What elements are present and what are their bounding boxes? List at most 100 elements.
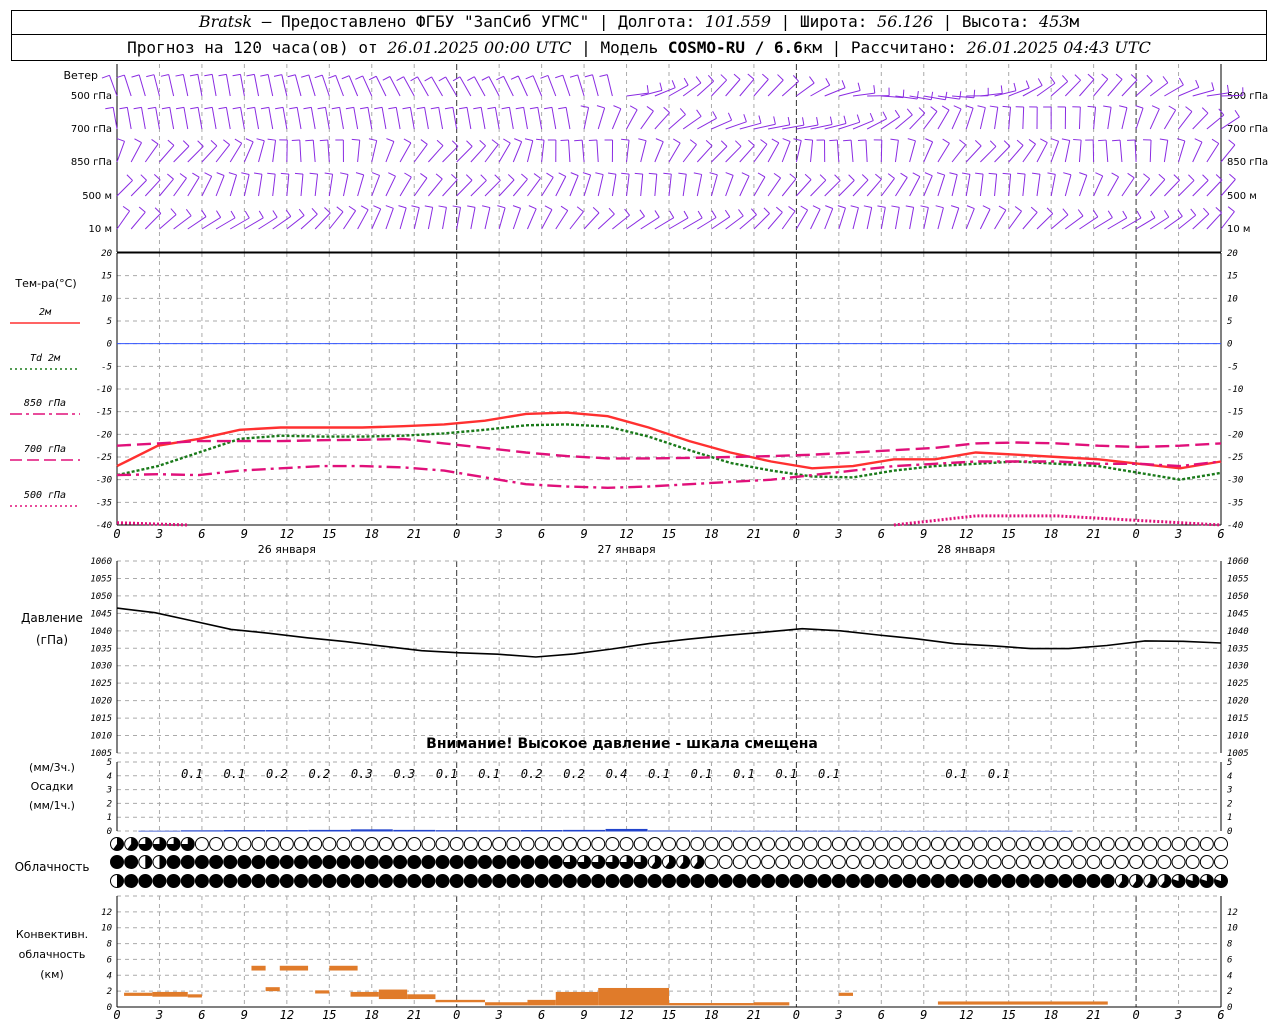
wind-barb-shaft — [537, 107, 543, 130]
wind-barb-flag — [949, 172, 958, 176]
wind-barb-shaft — [484, 207, 491, 230]
wind-barb-shaft — [201, 217, 221, 230]
wind-barb-shaft — [1105, 140, 1109, 163]
wind-barb-shaft — [795, 140, 802, 163]
wind-barb-shaft — [562, 75, 571, 97]
hour-label-bottom: 12 — [619, 1008, 633, 1022]
wind-barb-shaft — [1036, 213, 1054, 230]
wind-barb-shaft — [296, 107, 302, 130]
wind-barb-shaft — [1079, 79, 1095, 97]
cloud-fill — [506, 855, 520, 869]
wind-barb-flag — [900, 172, 908, 178]
wind-barb-flag — [1227, 206, 1235, 212]
cloud-symbol — [930, 855, 945, 869]
conv-tick-left: 10 — [101, 924, 112, 934]
wind-barb-shaft — [923, 95, 946, 101]
wind-level-label-right: 500 гПа — [1227, 91, 1268, 102]
wind-barb-shaft — [980, 146, 997, 163]
wind-barb-flag — [105, 106, 114, 110]
cloud-fill — [1087, 874, 1101, 888]
cloud-symbol — [1171, 855, 1186, 869]
wind-barb-shaft — [583, 174, 592, 197]
wind-barb-shaft — [937, 95, 960, 100]
conv-bar — [937, 1001, 1108, 1005]
wind-barb-shaft — [1134, 140, 1137, 163]
press-tick-right: 1025 — [1227, 679, 1249, 689]
precip-bar — [308, 829, 351, 832]
wind-barb-flag — [1030, 206, 1038, 213]
cloud-symbol — [1143, 855, 1158, 869]
wind-barb-shaft — [498, 179, 515, 197]
wind-barb-shaft — [597, 213, 615, 230]
wind-barb-flag — [748, 139, 755, 146]
wind-barb-flag — [228, 172, 237, 176]
wind-barb-flag — [1201, 107, 1209, 114]
wind-barb-flag — [197, 140, 204, 147]
precip-unit-3h: (мм/3ч.) — [29, 761, 75, 774]
wind-barb-shaft — [626, 109, 638, 130]
wind-barb-shaft — [130, 142, 142, 163]
wind-barb-flag — [101, 74, 110, 79]
wind-barb-flag — [146, 74, 155, 78]
wind-barb-flag — [1063, 172, 1072, 176]
wind-barb-flag — [285, 209, 292, 217]
wind-barb-flag — [907, 138, 916, 142]
wind-barb-shaft — [767, 124, 790, 130]
cloud-fill — [874, 874, 888, 888]
hour-label: 18 — [1044, 527, 1058, 541]
wind-barb-flag — [340, 172, 349, 175]
cloud-symbol — [888, 855, 903, 869]
precip-tick-right: 4 — [1227, 772, 1232, 782]
wind-barb-shaft — [1093, 107, 1097, 130]
wind-barb-shaft — [1022, 174, 1026, 197]
conv-tick-right: 4 — [1227, 971, 1232, 981]
cloud-symbol — [1058, 837, 1073, 851]
conv-bar — [315, 990, 330, 994]
wind-barb-flag — [988, 172, 997, 175]
wind-barb-flag — [941, 105, 950, 111]
cloud-fill — [365, 874, 379, 888]
hour-label: 12 — [280, 527, 294, 541]
wind-barb-flag — [253, 172, 263, 175]
wind-barb-flag — [201, 209, 207, 217]
wind-barb-shaft — [923, 175, 933, 197]
wind-barb-shaft — [367, 107, 373, 130]
wind-barb-flag — [1087, 73, 1095, 80]
wind-barb-flag — [324, 172, 333, 175]
wind-barb-shaft — [894, 140, 899, 163]
temp-series-line — [116, 437, 1222, 460]
model-label: Модель — [600, 38, 659, 57]
cloud-symbol — [775, 837, 790, 851]
cloud-fill — [124, 874, 138, 888]
wind-barb-shaft — [965, 174, 971, 197]
precip-title: Осадки — [31, 780, 74, 793]
cloud-fill — [209, 855, 223, 869]
wind-barb-flag — [959, 139, 967, 146]
hour-label: 21 — [407, 527, 421, 541]
wind-barb-flag — [1195, 79, 1200, 88]
wind-barb-shaft — [796, 82, 815, 97]
wind-barb-shaft — [979, 174, 984, 197]
cloud-fill — [308, 874, 322, 888]
wind-level-label-left: 500 м — [82, 191, 112, 202]
wind-barb-shaft — [753, 123, 776, 130]
lon-value: 101.559 — [704, 12, 772, 31]
wind-barb-shaft — [668, 84, 689, 97]
wind-barb-flag — [843, 115, 847, 124]
wind-barb-flag — [920, 205, 929, 208]
computed-value: 26.01.2025 04:43 UTC — [966, 38, 1151, 57]
wind-barb-shaft — [781, 178, 797, 197]
wind-barb-shaft — [159, 214, 177, 230]
precip-sum-label: 0.1 — [733, 767, 755, 781]
cloud-symbol — [718, 855, 733, 869]
wind-barb-flag — [540, 74, 549, 79]
wind-barb-flag — [975, 172, 984, 175]
wind-barb-shaft — [1220, 211, 1235, 230]
wind-barb-shaft — [335, 75, 344, 97]
wind-barb-shaft — [795, 209, 809, 230]
wind-barb-flag — [757, 172, 766, 178]
hour-label-bottom: 18 — [1044, 1008, 1058, 1022]
wind-barb-shaft — [144, 213, 162, 230]
cloud-symbol — [973, 855, 988, 869]
precip-sum-label: 0.1 — [691, 767, 713, 781]
